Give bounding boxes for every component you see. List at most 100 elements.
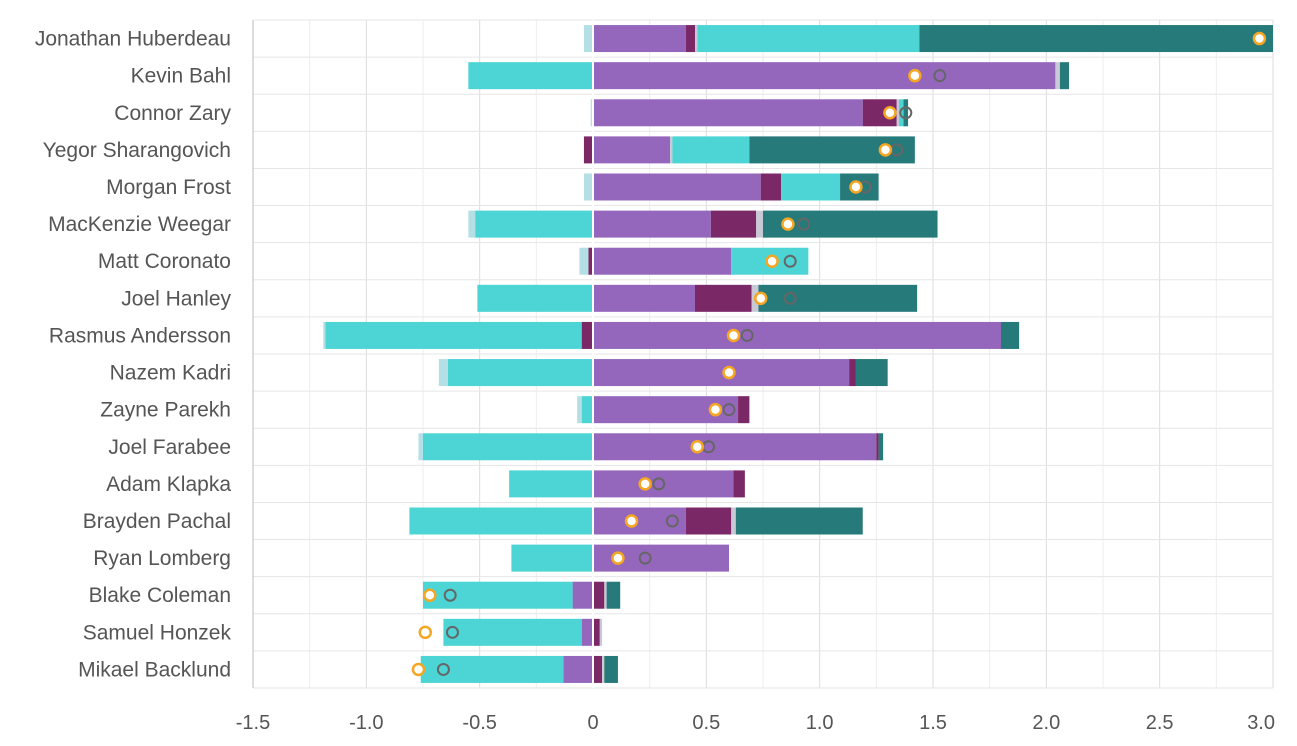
y-tick-label: Samuel Honzek [83, 621, 232, 644]
x-tick-label: -0.5 [462, 712, 496, 734]
y-tick-label: Morgan Frost [106, 176, 231, 199]
bar-segment-c4 [509, 470, 593, 498]
bar-segment-c6 [323, 321, 326, 349]
bar-segment-c3 [731, 507, 736, 535]
y-tick-label: MacKenzie Weegar [48, 213, 231, 236]
x-tick-label: 2.5 [1146, 712, 1174, 734]
y-axis-labels: Jonathan Huberdeau Kevin Bahl Connor Zary Y… [35, 28, 232, 682]
bar-segment-c5 [604, 655, 618, 683]
orange-marker [690, 440, 705, 454]
bar-segment-c5 [1001, 321, 1020, 349]
bar-segment-c2 [685, 25, 695, 53]
bar-segment-c4 [475, 210, 593, 238]
gray-marker [443, 588, 457, 602]
bar-segment-c2 [593, 655, 603, 683]
bar-segment-c5 [878, 433, 884, 461]
orange-marker [781, 217, 795, 231]
bar-segment-c3 [896, 99, 899, 127]
orange-marker [765, 254, 779, 268]
y-tick-label: Jonathan Huberdeau [35, 28, 231, 51]
x-tick-label: 3.0 [1247, 712, 1275, 734]
orange-marker [411, 662, 426, 677]
bar-segment-c4 [443, 618, 582, 646]
bar-segment-c5 [1059, 62, 1069, 90]
bar-segment-c3 [695, 25, 698, 53]
bar-segment-c5 [919, 25, 1273, 53]
bar-segment-c5 [758, 284, 918, 312]
bar-segment-c3 [599, 618, 603, 646]
bar-segment-c2 [710, 210, 757, 238]
gray-marker [445, 625, 459, 639]
bar-segment-c4 [781, 173, 841, 201]
bar-segment-c1 [593, 62, 1056, 90]
y-tick-label: Zayne Parekh [100, 399, 231, 422]
bar-segment-c2 [760, 173, 782, 201]
orange-marker [638, 477, 652, 491]
x-tick-label: -1.0 [349, 712, 383, 734]
y-tick-label: Brayden Pachal [83, 510, 231, 533]
bar-segment-c4 [697, 25, 920, 53]
bar-segment-c1 [593, 284, 695, 312]
bar-segment-c1 [593, 210, 711, 238]
bar-segment-c2 [695, 284, 752, 312]
bar-segment-c4 [423, 581, 573, 609]
y-tick-label: Rasmus Andersson [49, 324, 231, 347]
gray-marker [665, 514, 679, 528]
orange-marker [878, 143, 893, 157]
bar-segment-c1 [593, 321, 1001, 349]
y-tick-label: Adam Klapka [106, 473, 231, 496]
bar-segment-c3 [604, 581, 607, 609]
orange-marker [908, 68, 922, 83]
orange-marker [726, 328, 741, 343]
bar-segment-c6 [577, 396, 582, 424]
bar-segment-c5 [855, 359, 888, 387]
bar-segment-c3 [602, 655, 605, 683]
orange-marker [423, 588, 437, 602]
bar-segment-c2 [583, 136, 593, 164]
grid-lines [252, 19, 1274, 689]
bar-segment-c4 [423, 433, 593, 461]
gray-marker [722, 403, 736, 417]
bar-segment-c1 [593, 173, 761, 201]
y-tick-label: Blake Coleman [89, 584, 231, 607]
bar-segment-c4 [468, 62, 593, 90]
bar-segment-c6 [590, 99, 593, 127]
bar-segment-c6 [418, 433, 423, 461]
bar-segment-c4 [581, 396, 593, 424]
bars-layer [323, 25, 1273, 683]
orange-marker [1252, 31, 1267, 46]
bar-segment-c4 [672, 136, 750, 164]
x-tick-label: -1.5 [236, 712, 270, 734]
bar-segment-c2 [593, 618, 600, 646]
y-tick-label: Mikael Backlund [78, 658, 231, 681]
bar-segment-c1 [563, 655, 593, 683]
y-tick-label: Yegor Sharangovich [43, 139, 231, 162]
y-tick-label: Kevin Bahl [131, 65, 231, 88]
gray-marker [783, 254, 797, 268]
y-tick-label: Matt Coronato [98, 250, 231, 273]
bar-segment-c3 [670, 136, 673, 164]
bar-segment-c3 [1055, 62, 1060, 90]
bar-segment-c6 [579, 247, 589, 275]
x-tick-label: 0.5 [692, 712, 720, 734]
orange-marker [883, 106, 897, 120]
gray-marker [652, 477, 666, 491]
bar-segment-c1 [593, 247, 732, 275]
bar-segment-c1 [593, 507, 686, 535]
markers-layer [411, 31, 1267, 677]
x-axis-labels: -1.5 -1.0 -0.5 0 0.5 1.0 1.5 2.0 2.5 3.0 [236, 712, 1275, 734]
bar-segment-c2 [849, 359, 856, 387]
bar-segment-c2 [581, 321, 593, 349]
x-tick-label: 1.5 [919, 712, 947, 734]
bar-segment-c6 [438, 359, 448, 387]
orange-marker [611, 551, 625, 565]
bar-segment-c4 [409, 507, 593, 535]
bar-segment-c5 [903, 99, 909, 127]
gray-marker [740, 328, 754, 342]
bar-segment-c1 [593, 99, 863, 127]
orange-marker [722, 365, 736, 380]
y-tick-label: Connor Zary [114, 102, 231, 125]
bar-segment-c1 [593, 136, 671, 164]
gray-marker [783, 291, 797, 305]
orange-marker [849, 180, 863, 194]
